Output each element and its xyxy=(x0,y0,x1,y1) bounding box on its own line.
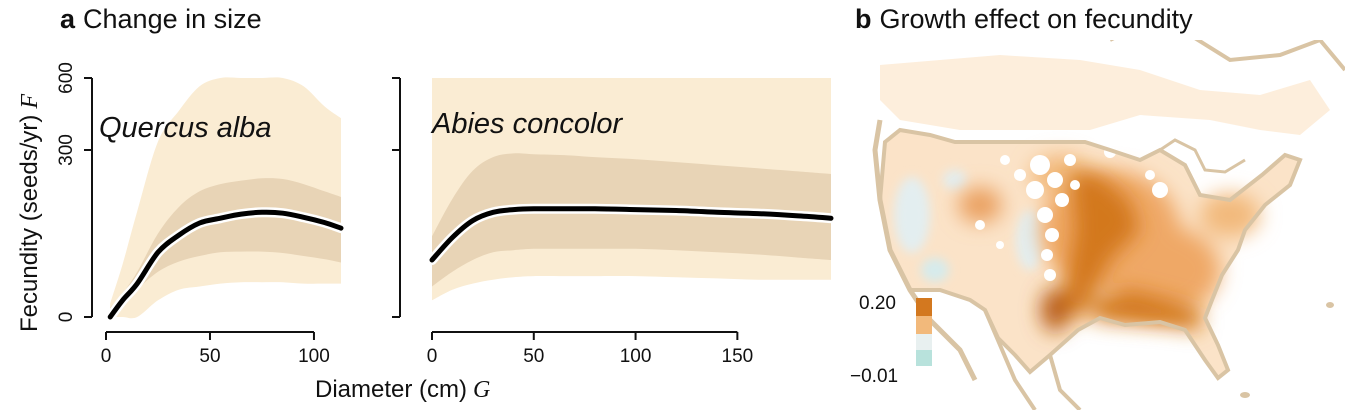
x-tick-label: 0 xyxy=(101,346,112,367)
map-coast-north xyxy=(1110,40,1345,72)
chart-abies-concolor: Abies concolor 0 50 100 150 xyxy=(392,77,836,367)
chart-quercus-alba: Quercus alba 0 50 100 0 300 600 xyxy=(56,62,346,367)
map-mexico xyxy=(983,309,1082,410)
map-island xyxy=(1326,302,1334,308)
x-tick-label: 100 xyxy=(620,346,652,367)
x-tick-label: 50 xyxy=(523,346,544,367)
map-dark-region xyxy=(1041,170,1200,332)
y-tick-label: 300 xyxy=(56,134,77,166)
map-negative-region xyxy=(894,170,1044,282)
x-tick-label: 50 xyxy=(199,346,220,367)
inner-credible-band xyxy=(432,153,831,287)
fecundity-map: 0.20 −0.01 xyxy=(850,40,1345,410)
legend-swatch-dark xyxy=(916,298,932,316)
x-axis-label: Diameter (cm) G xyxy=(315,376,490,403)
x-tick-label: 100 xyxy=(298,346,330,367)
legend-min-label: −0.01 xyxy=(850,366,898,387)
map-great-lakes xyxy=(1159,138,1246,174)
panel-a-title: a Change in size xyxy=(60,4,262,34)
legend-swatch-light xyxy=(916,334,932,350)
species-label-quercus: Quercus alba xyxy=(99,112,272,144)
x-tick-label: 150 xyxy=(722,346,754,367)
legend-swatch-negative xyxy=(916,350,932,366)
map-north-region xyxy=(880,55,1330,135)
map-island xyxy=(1240,392,1250,398)
y-axis-label: Fecundity (seeds/yr)F xyxy=(16,94,43,332)
y-tick-label: 0 xyxy=(56,312,77,323)
mean-line xyxy=(429,206,834,263)
panel-b-title: b Growth effect on fecundity xyxy=(855,4,1193,34)
legend-max-label: 0.20 xyxy=(859,293,896,314)
map-legend: 0.20 −0.01 xyxy=(850,293,932,387)
y-tick-label: 600 xyxy=(56,62,77,94)
mean-line xyxy=(107,209,344,320)
x-tick-label: 0 xyxy=(427,346,438,367)
map-coast-west xyxy=(872,119,978,382)
legend-swatch-medium xyxy=(916,316,932,334)
species-label-abies: Abies concolor xyxy=(430,108,624,140)
